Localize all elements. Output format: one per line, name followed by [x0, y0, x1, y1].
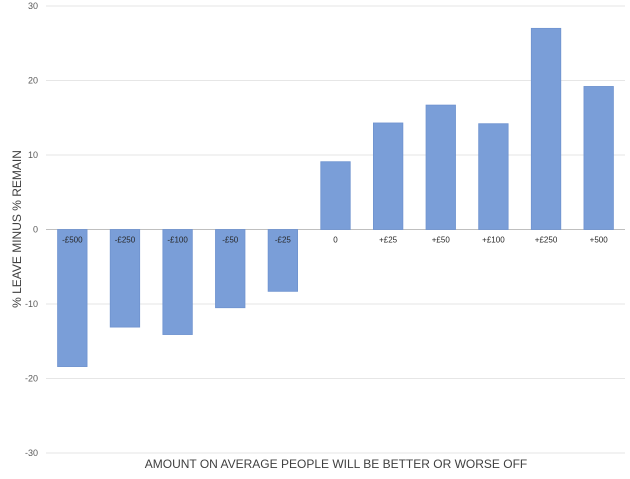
x-tick-label: -£100 [167, 236, 188, 245]
bar [425, 104, 456, 230]
bar [267, 229, 299, 292]
x-tick-label: -£500 [62, 236, 83, 245]
bar [57, 229, 88, 367]
bar [162, 229, 193, 335]
bar [530, 27, 562, 230]
y-tick-label: -20 [25, 374, 38, 384]
y-tick-label: 20 [28, 76, 38, 86]
x-tick-label: -£250 [115, 236, 136, 245]
bar [215, 229, 246, 309]
y-tick-label: -30 [25, 448, 38, 458]
x-tick-label: +£50 [432, 236, 451, 245]
y-tick-label: 30 [28, 1, 38, 11]
y-tick-label: 0 [33, 225, 38, 235]
bar [478, 123, 509, 230]
x-tick-label: +500 [590, 236, 609, 245]
x-tick-label: -£25 [275, 236, 292, 245]
bar [372, 122, 404, 230]
y-tick-label: 10 [28, 150, 38, 160]
bar [109, 229, 141, 328]
x-tick-label: +£100 [482, 236, 505, 245]
bar [320, 161, 351, 230]
bars [57, 27, 614, 367]
x-tick-label: +£25 [379, 236, 398, 245]
y-axis-ticks: 30 20 10 0 -10 -20 -30 [25, 1, 38, 458]
y-axis-title: % LEAVE MINUS % REMAIN [10, 150, 24, 308]
category-labels: -£500 -£250 -£100 -£50 -£25 0 +£25 +£50 +£100 +£2… [62, 236, 608, 245]
x-tick-label: 0 [333, 236, 338, 245]
y-tick-label: -10 [25, 299, 38, 309]
x-tick-label: -£50 [222, 236, 239, 245]
gridlines [46, 5, 625, 454]
bar [583, 86, 614, 230]
x-axis-title: AMOUNT ON AVERAGE PEOPLE WILL BE BETTER … [145, 457, 528, 471]
x-tick-label: +£250 [535, 236, 558, 245]
